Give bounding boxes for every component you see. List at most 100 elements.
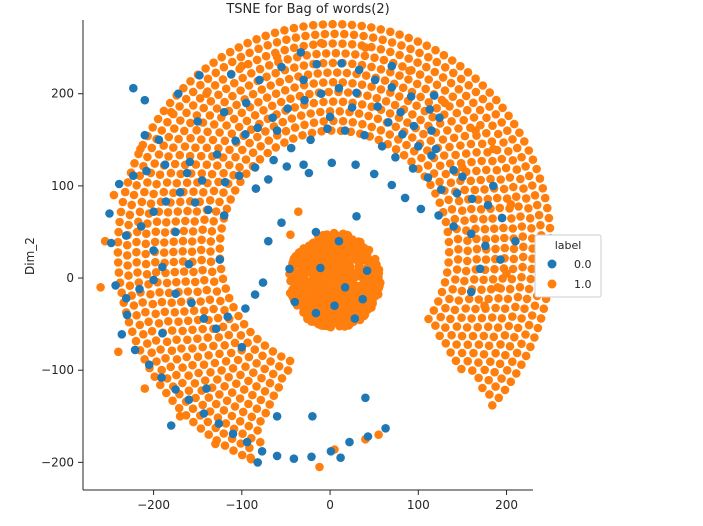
scatter-point-1-0 <box>205 295 215 305</box>
scatter-point-1-0 <box>269 391 279 401</box>
scatter-point-1-0 <box>521 194 531 203</box>
scatter-point-1-0 <box>452 340 461 349</box>
scatter-point-1-0 <box>132 311 141 320</box>
scatter-point-1-0 <box>268 369 278 379</box>
scatter-point-1-0 <box>489 332 499 342</box>
scatter-point-1-0 <box>467 157 476 167</box>
scatter-point-1-0 <box>466 176 476 186</box>
scatter-point-1-0 <box>367 23 376 32</box>
scatter-point-1-0 <box>407 157 416 166</box>
scatter-point-1-0 <box>505 342 515 351</box>
scatter-point-0-0 <box>237 342 247 352</box>
scatter-point-1-0 <box>494 393 504 403</box>
scatter-point-1-0 <box>255 64 265 74</box>
scatter-point-1-0 <box>497 118 507 127</box>
scatter-point-1-0 <box>395 50 404 60</box>
scatter-point-1-0 <box>444 247 454 257</box>
scatter-point-1-0 <box>133 268 142 277</box>
scatter-point-1-0 <box>358 119 367 129</box>
scatter-point-1-0 <box>448 92 458 101</box>
scatter-point-1-0 <box>539 304 549 314</box>
scatter-point-1-0 <box>196 424 206 433</box>
scatter-point-1-0 <box>450 305 460 315</box>
scatter-point-0-0 <box>197 176 207 185</box>
scatter-point-1-0 <box>225 47 235 57</box>
scatter-point-1-0 <box>283 55 293 64</box>
scatter-point-1-0 <box>353 281 363 291</box>
scatter-point-1-0 <box>421 84 431 94</box>
scatter-point-0-0 <box>360 130 369 140</box>
scatter-point-1-0 <box>174 317 183 327</box>
scatter-point-1-0 <box>307 262 317 272</box>
scatter-point-1-0 <box>477 313 487 323</box>
scatter-point-1-0 <box>212 287 222 296</box>
scatter-point-1-0 <box>468 331 478 341</box>
scatter-point-1-0 <box>379 55 389 65</box>
scatter-point-1-0 <box>367 122 377 132</box>
scatter-point-1-0 <box>391 122 401 132</box>
scatter-point-0-0 <box>140 95 150 105</box>
scatter-point-1-0 <box>405 66 414 75</box>
scatter-point-1-0 <box>305 89 314 99</box>
scatter-point-1-0 <box>508 357 517 367</box>
scatter-point-1-0 <box>173 207 183 216</box>
scatter-point-1-0 <box>348 79 357 88</box>
scatter-point-1-0 <box>116 207 126 217</box>
scatter-point-1-0 <box>466 139 476 149</box>
scatter-point-1-0 <box>438 135 448 144</box>
scatter-point-1-0 <box>512 165 522 174</box>
scatter-point-1-0 <box>114 347 123 357</box>
scatter-point-1-0 <box>508 312 517 321</box>
scatter-point-0-0 <box>282 162 292 171</box>
scatter-point-0-0 <box>253 458 262 467</box>
scatter-point-1-0 <box>216 296 225 306</box>
scatter-point-1-0 <box>309 98 319 108</box>
scatter-point-1-0 <box>262 93 272 102</box>
scatter-point-1-0 <box>191 143 200 152</box>
scatter-point-1-0 <box>255 155 265 164</box>
scatter-point-1-0 <box>496 340 505 349</box>
scatter-point-1-0 <box>319 97 328 107</box>
scatter-point-1-0 <box>429 169 439 178</box>
scatter-point-1-0 <box>477 139 487 149</box>
scatter-point-1-0 <box>375 281 384 291</box>
scatter-point-1-0 <box>509 182 518 192</box>
scatter-point-1-0 <box>398 83 408 92</box>
scatter-point-1-0 <box>487 313 497 322</box>
scatter-point-1-0 <box>179 83 188 93</box>
scatter-point-1-0 <box>492 165 502 175</box>
scatter-point-1-0 <box>294 207 303 216</box>
scatter-point-1-0 <box>464 81 474 90</box>
scatter-point-1-0 <box>167 298 176 308</box>
scatter-point-1-0 <box>178 326 187 336</box>
scatter-point-1-0 <box>129 190 139 200</box>
scatter-point-1-0 <box>499 223 508 233</box>
scatter-point-1-0 <box>155 170 165 179</box>
scatter-point-1-0 <box>197 135 206 144</box>
scatter-point-0-0 <box>351 160 360 169</box>
scatter-point-1-0 <box>439 151 449 160</box>
scatter-point-1-0 <box>513 292 523 302</box>
scatter-point-1-0 <box>243 338 252 348</box>
scatter-point-1-0 <box>134 278 144 287</box>
scatter-point-1-0 <box>496 175 506 184</box>
scatter-point-1-0 <box>162 388 171 398</box>
scatter-point-1-0 <box>236 439 245 448</box>
scatter-point-1-0 <box>500 233 509 243</box>
scatter-point-0-0 <box>185 157 195 167</box>
scatter-point-1-0 <box>453 255 463 264</box>
scatter-point-1-0 <box>328 77 338 87</box>
scatter-point-1-0 <box>343 88 353 97</box>
scatter-point-1-0 <box>472 166 481 176</box>
scatter-point-1-0 <box>272 38 282 47</box>
scatter-point-1-0 <box>463 356 473 366</box>
scatter-point-1-0 <box>502 269 511 278</box>
scatter-point-1-0 <box>180 307 189 316</box>
scatter-point-1-0 <box>535 174 545 183</box>
scatter-point-1-0 <box>491 348 500 358</box>
scatter-point-1-0 <box>196 297 205 306</box>
scatter-point-1-0 <box>224 372 233 382</box>
legend-marker-0 <box>547 259 557 269</box>
scatter-point-1-0 <box>190 277 200 287</box>
